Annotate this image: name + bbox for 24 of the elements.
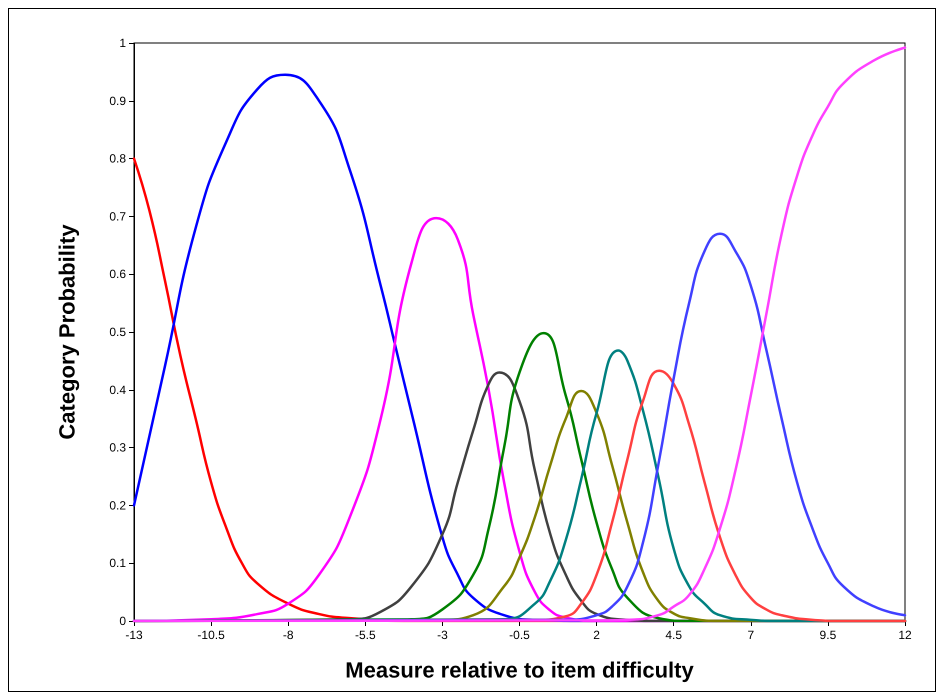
y-axis-title: Category Probability (54, 224, 80, 440)
x-tick-label: 7 (747, 628, 754, 642)
x-tick-label: -8 (282, 628, 294, 642)
x-tick-label: 2 (593, 628, 600, 642)
x-tick-label: -13 (125, 628, 143, 642)
x-tick-label: 12 (898, 628, 912, 642)
y-tick-label: 1 (119, 36, 126, 50)
y-tick-label: 0.3 (109, 440, 126, 455)
y-tick-label: 0.9 (109, 94, 126, 108)
y-tick-label: 0.1 (109, 556, 126, 570)
x-tick-label: -5.5 (354, 628, 376, 642)
y-tick-label: 0.2 (109, 498, 126, 512)
y-tick-label: 0.8 (109, 152, 126, 166)
x-tick-label: -10.5 (197, 628, 226, 642)
x-tick-label: -0.5 (509, 628, 530, 642)
y-tick-label: 0.7 (109, 209, 126, 224)
x-tick-label: 9.5 (820, 628, 837, 642)
x-tick-label: -3 (437, 628, 448, 642)
x-tick-label: 4.5 (665, 628, 682, 642)
y-tick-label: 0.4 (109, 382, 126, 397)
y-tick-label: 0.6 (109, 267, 126, 282)
y-tick-label: 0 (119, 614, 126, 628)
y-tick-label: 0.5 (109, 325, 126, 339)
x-axis-title: Measure relative to item difficulty (345, 658, 694, 682)
